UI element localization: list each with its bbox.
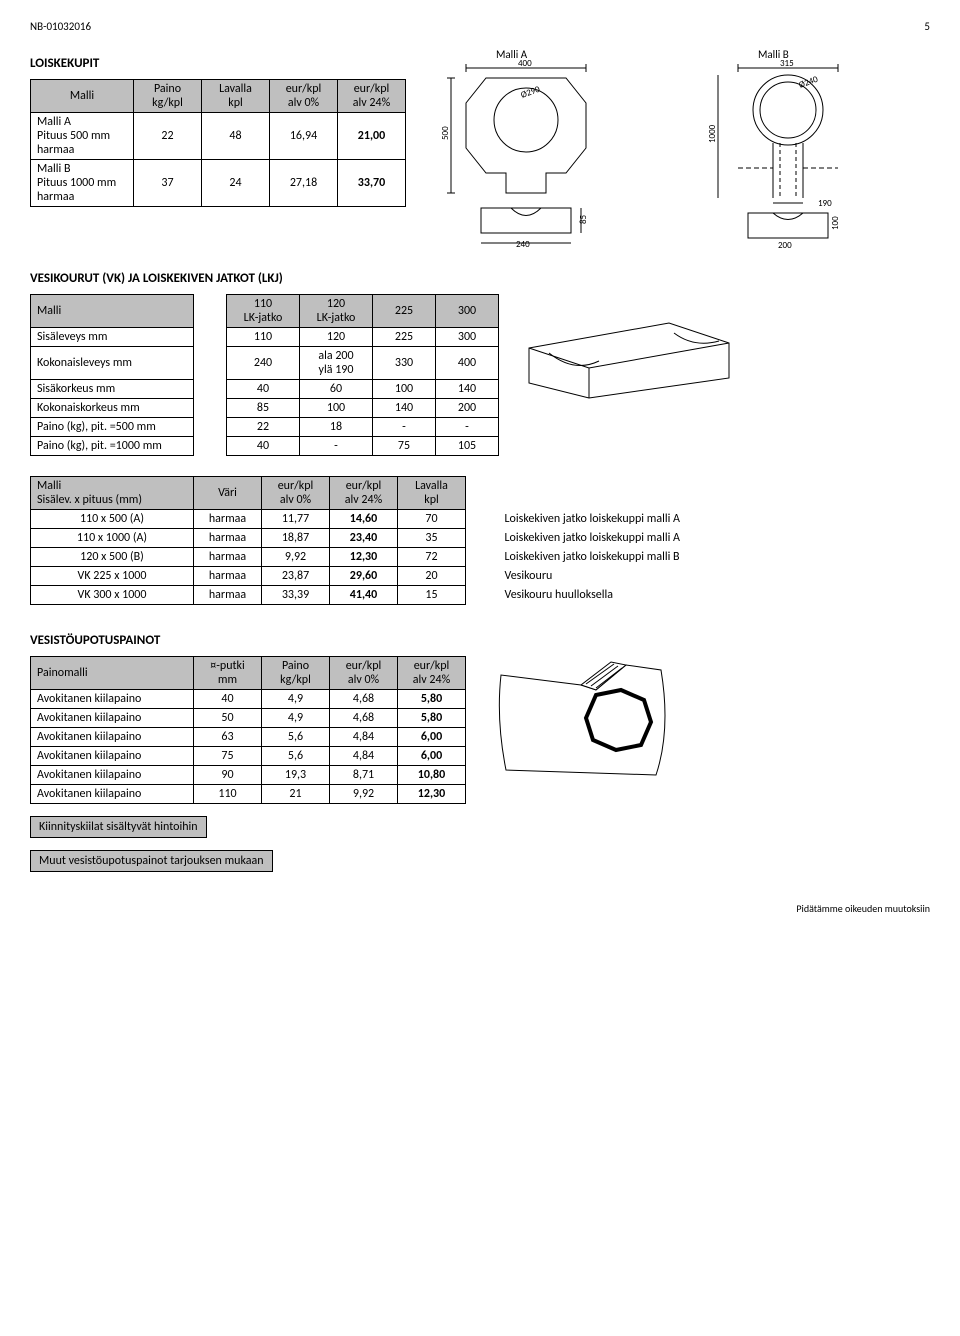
table-row: Malli BPituus 1000 mmharmaa 37 24 27,18 … [31,160,406,207]
table-row: Malli APituus 500 mmharmaa 22 48 16,94 2… [31,113,406,160]
table-row: Sisäleveys mm 110 120 225 300 [31,328,499,347]
diagram-kouru [519,293,930,403]
footer: Pidätämme oikeuden muutoksiin [30,902,930,915]
vesisto-table: Painomalli ¤-putkimm Painokg/kpl eur/kpl… [30,656,466,804]
table-row: 110 x 1000 (A) harmaa 18,87 23,40 35 Loi… [31,529,686,548]
diagram-malli-b: Malli B 315 Ø240 1000 190 200 [688,48,930,248]
diagram-malli-a: Malli A 400 Ø290 500 240 85 [426,48,668,248]
table-row: Paino (kg), pit. =500 mm 22 18 - - [31,418,499,437]
note-muut: Muut vesistöupotuspainot tarjouksen muka… [30,850,273,872]
page-num: 5 [924,20,930,33]
loiskekupit-title: LOISKEKUPIT [30,56,406,71]
vesikouru-table: Malli 110LK-jatko 120LK-jatko 225 300 Si… [30,294,499,456]
table-row: Kokonaiskorkeus mm 85 100 140 200 [31,399,499,418]
vesisto-title: VESISTÖUPOTUSPAINOT [30,633,466,648]
svg-text:1000: 1000 [707,124,718,143]
malli-price-table: MalliSisälev. x pituus (mm) Väri eur/kpl… [30,476,686,605]
svg-text:400: 400 [518,58,532,69]
doc-id: NB-01032016 [30,20,91,33]
svg-text:Ø240: Ø240 [797,74,820,91]
col-eur0: eur/kplalv 0% [270,80,338,113]
col-malli: Malli [31,80,134,113]
loiskekupit-table: Malli Painokg/kpl Lavallakpl eur/kplalv … [30,79,406,207]
table-row: Avokitanen kiilapaino 90 19,3 8,71 10,80 [31,766,466,785]
table-row: Avokitanen kiilapaino 50 4,9 4,68 5,80 [31,709,466,728]
svg-text:85: 85 [578,214,589,224]
table-row: VK 300 x 1000 harmaa 33,39 41,40 15 Vesi… [31,586,686,605]
diagram-kiilapaino [486,650,930,800]
col-eur24: eur/kplalv 24% [338,80,406,113]
table-row: Kokonaisleveys mm 240 ala 200ylä 190 330… [31,347,499,380]
page-header: NB-01032016 5 [30,20,930,33]
table-row: Avokitanen kiilapaino 40 4,9 4,68 5,80 [31,690,466,709]
table-row: Sisäkorkeus mm 40 60 100 140 [31,380,499,399]
svg-text:190: 190 [818,198,832,209]
table-row: 120 x 500 (B) harmaa 9,92 12,30 72 Loisk… [31,548,686,567]
svg-text:500: 500 [440,126,451,140]
table-row: Avokitanen kiilapaino 63 5,6 4,84 6,00 [31,728,466,747]
svg-text:240: 240 [516,239,530,248]
table-row: VK 225 x 1000 harmaa 23,87 29,60 20 Vesi… [31,567,686,586]
col-paino: Painokg/kpl [134,80,202,113]
svg-text:Ø290: Ø290 [519,84,542,101]
svg-text:315: 315 [780,58,794,69]
note-kiinnitys: Kiinnityskiilat sisältyvät hintoihin [30,816,207,838]
svg-text:200: 200 [778,240,792,248]
table-row: Paino (kg), pit. =1000 mm 40 - 75 105 [31,437,499,456]
svg-text:100: 100 [830,216,841,230]
table-row: 110 x 500 (A) harmaa 11,77 14,60 70 Lois… [31,510,686,529]
col-lavalla: Lavallakpl [202,80,270,113]
table-row: Avokitanen kiilapaino 75 5,6 4,84 6,00 [31,747,466,766]
vesikouru-title: VESIKOURUT (VK) JA LOISKEKIVEN JATKOT (L… [30,271,499,286]
table-row: Avokitanen kiilapaino 110 21 9,92 12,30 [31,785,466,804]
